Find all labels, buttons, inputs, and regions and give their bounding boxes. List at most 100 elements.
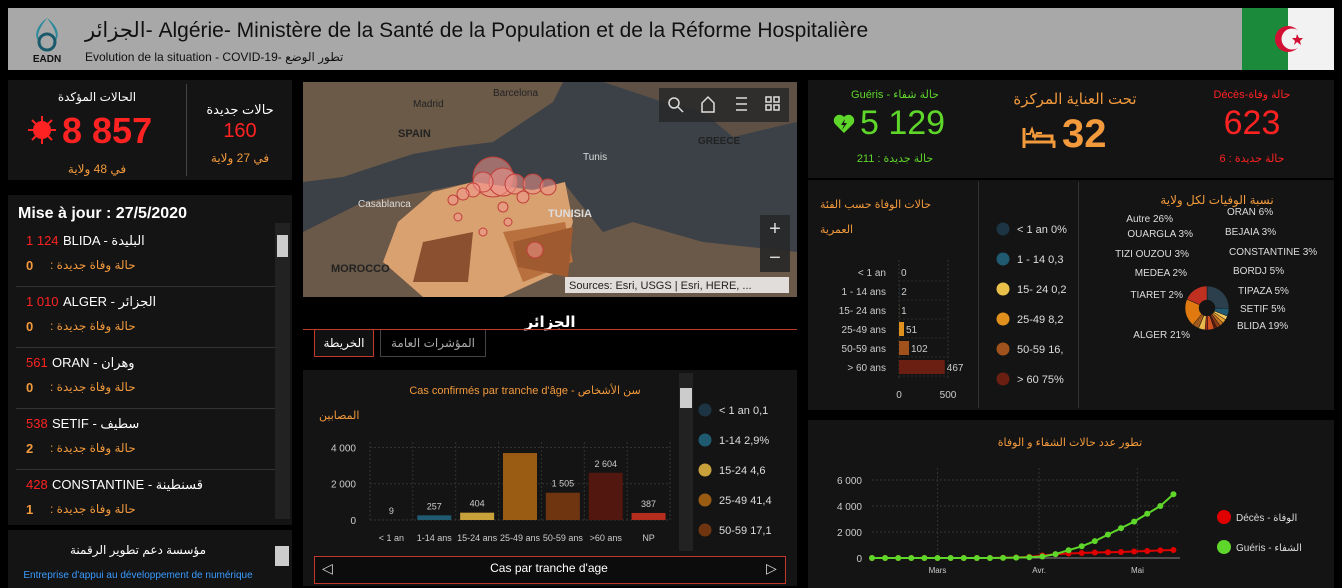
legend-swatch <box>996 222 1010 236</box>
series-point <box>1078 550 1085 557</box>
y-tick-label: 1 - 14 ans <box>842 287 886 298</box>
bar <box>899 341 909 355</box>
item-count: 1 124 <box>26 233 59 248</box>
chart-nav[interactable] <box>314 556 786 584</box>
series-point <box>1091 549 1098 556</box>
series-point <box>1131 548 1138 555</box>
y-tick-label: 4 000 <box>331 443 356 454</box>
y-tick-label: 2 000 <box>331 480 356 491</box>
item-new: 1 <box>26 502 34 517</box>
attribution: Sources: Esri, USGS | Esri, HERE, ... <box>569 280 752 292</box>
bar <box>503 453 537 520</box>
divider <box>1078 182 1079 408</box>
scroll-thumb[interactable] <box>275 546 289 566</box>
tab-line <box>303 329 797 330</box>
x-tick-label: Mai <box>1131 566 1144 575</box>
footer-french: Entreprise d'appui au développement de n… <box>23 570 253 581</box>
value-label: 387 <box>641 499 656 509</box>
legend-label: 1 - 14 0,3 <box>1017 254 1063 266</box>
item-new: 2 <box>26 441 34 456</box>
zoom-buttons[interactable] <box>760 215 790 272</box>
heart-bolt <box>841 119 847 130</box>
chart-title: Cas confirmés par tranche d'âge - سن الأ… <box>409 383 640 397</box>
scroll-thumb[interactable] <box>680 388 692 408</box>
scrollbar[interactable] <box>679 373 693 551</box>
bar <box>631 512 666 520</box>
divider <box>186 84 187 176</box>
legend-label: 50-59 16, <box>1017 344 1063 356</box>
item-name: ORAN - وهران <box>52 355 135 370</box>
map-tools[interactable] <box>668 95 780 113</box>
legend-swatch <box>1217 510 1231 524</box>
footer-panel <box>8 530 292 588</box>
tab-active[interactable]: الخريطة <box>314 330 374 357</box>
chart-nav-title: Cas par tranche d'age <box>490 561 608 575</box>
series-line <box>872 493 1175 559</box>
series-point <box>960 555 967 561</box>
confirmed-value: 8 857 <box>62 110 153 151</box>
map-label: GREECE <box>698 136 741 147</box>
slice-label: CONSTANTINE 3% <box>1229 247 1317 258</box>
scroll-thumb[interactable] <box>277 235 288 257</box>
legend-label: Guéris - الشفاء <box>1236 543 1302 554</box>
value-label: 2 <box>901 287 907 298</box>
scrollbar[interactable] <box>275 223 290 519</box>
bar <box>899 322 904 336</box>
item-name: SETIF - سطيف <box>52 416 140 431</box>
item-name: CONSTANTINE - قسنطينة <box>52 477 203 492</box>
chart-title: تطور عدد حالات الشفاء و الوفاة <box>998 437 1142 449</box>
series-point <box>1039 553 1046 560</box>
series-point <box>1104 531 1111 538</box>
x-tick-label: 0 <box>896 390 902 401</box>
item-count: 561 <box>26 355 48 370</box>
icu-label: تحت العناية المركزة <box>1013 91 1137 108</box>
series-point <box>1118 548 1125 555</box>
item-new-label: حالة وفاة جديدة : <box>50 441 136 455</box>
y-tick-label: 25-49 ans <box>842 325 886 336</box>
y-tick-label: 0 <box>350 516 356 527</box>
x-tick-label: < 1 an <box>379 533 404 543</box>
series-point <box>1065 547 1072 554</box>
legend-swatch <box>698 403 712 417</box>
slice-label: Autre 26% <box>1126 214 1173 225</box>
y-tick-label: 6 000 <box>837 476 862 487</box>
series-point <box>1157 547 1164 554</box>
icu-value: 32 <box>1062 112 1107 156</box>
item-new-label: حالة وفاة جديدة : <box>50 319 136 333</box>
title: الجزائر- Algérie- Ministère de la Santé … <box>85 19 869 42</box>
new-cases-label: حالات جديدة <box>206 102 274 117</box>
slice-label: ALGER 21% <box>1133 330 1190 341</box>
y-axis-label: المصابين <box>319 410 359 422</box>
legend-label: < 1 an 0,1 <box>719 405 768 417</box>
update-item: 561 ORAN - وهران 0 حالة وفاة جديدة : <box>16 347 282 409</box>
tab[interactable]: المؤشرات العامة <box>380 330 486 357</box>
slice-label: BORDJ 5% <box>1233 266 1284 277</box>
slice-label: TIZI OUZOU 3% <box>1115 249 1189 260</box>
series-point <box>1000 554 1007 561</box>
update-item: 1 124 BLIDA - البليدة 0 حالة وفاة جديدة : <box>16 225 282 287</box>
slice-label: TIARET 2% <box>1130 290 1183 301</box>
nav-next[interactable]: ▷ <box>766 560 777 576</box>
zoom-out[interactable]: − <box>769 247 781 269</box>
nav-prev[interactable]: ◁ <box>322 560 333 576</box>
logo-shape <box>47 18 58 44</box>
series-point <box>973 555 980 561</box>
map[interactable]: + − Sources: Esri, USGS | Esri, HERE, ..… <box>303 82 797 297</box>
legend-swatch <box>996 252 1010 266</box>
update-item: 428 CONSTANTINE - قسنطينة 1 حالة وفاة جديدة… <box>16 469 282 525</box>
map-label: Barcelona <box>493 88 538 99</box>
item-new-label: حالة وفاة جديدة : <box>50 258 136 272</box>
series-point <box>986 555 993 561</box>
new-cases-value: 160 <box>223 120 257 142</box>
map-label: MOROCCO <box>331 263 390 275</box>
age-panel <box>303 370 797 586</box>
pie-slice <box>1186 285 1208 306</box>
legend-swatch <box>996 342 1010 356</box>
series-point <box>921 555 928 561</box>
updates-panel: Mise à jour : 27/5/2020 1 124 BLIDA - الب… <box>8 195 292 525</box>
age-legend: < 1 an 0,1 1-14 2,9% 15-24 4,6 25-49 41,4 50… <box>698 403 772 537</box>
zoom-in[interactable]: + <box>769 218 781 240</box>
confirmed-wilayas: في 48 ولاية <box>67 162 127 176</box>
x-tick-label: Avr. <box>1032 566 1046 575</box>
